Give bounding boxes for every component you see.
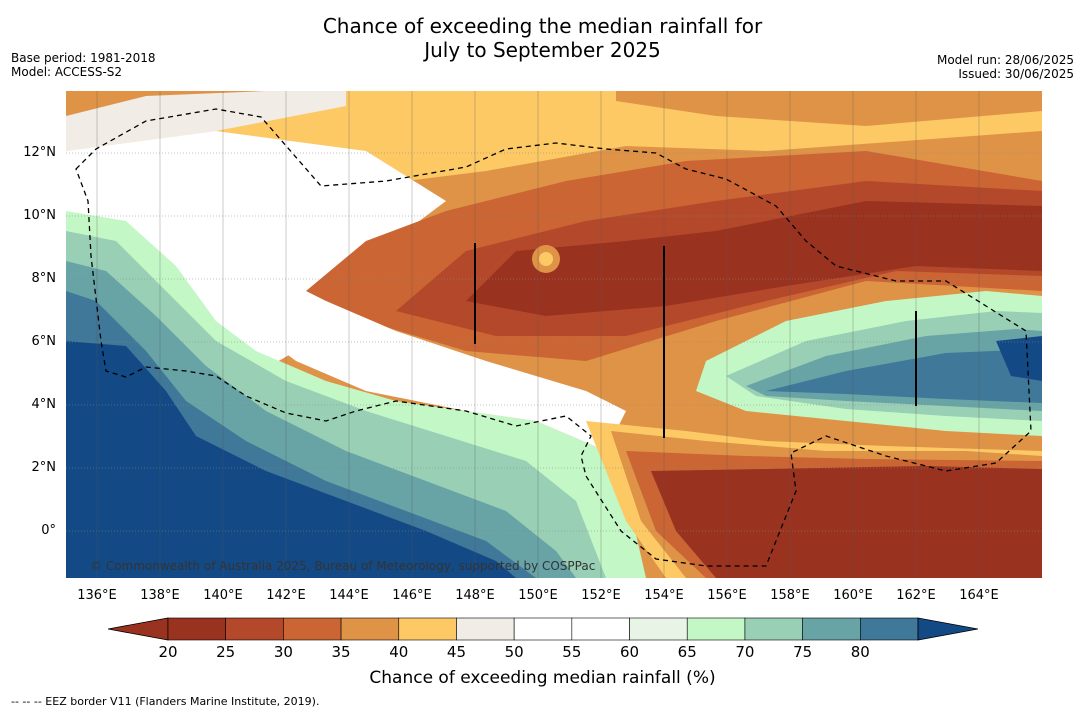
lon-label: 136°E [77, 588, 117, 603]
colorbar-segment [744, 617, 803, 641]
colorbar-tick-label: 45 [446, 643, 466, 661]
base-period: Base period: 1981-2018 [11, 51, 156, 65]
colorbar-segment [571, 617, 630, 641]
rainfall-map [66, 91, 1042, 578]
colorbar-tick-label: 40 [389, 643, 409, 661]
lon-label: 158°E [770, 588, 810, 603]
lon-label: 148°E [455, 588, 495, 603]
colorbar-segment [283, 617, 342, 641]
colorbar-under-arrow [108, 617, 169, 641]
lat-label: 6°N [31, 334, 57, 349]
colorbar-tick-label: 70 [735, 643, 755, 661]
colorbar-tick-label: 35 [331, 643, 351, 661]
issued-date: Issued: 30/06/2025 [958, 67, 1074, 81]
colorbar-tick-label: 75 [793, 643, 813, 661]
copyright-notice: © Commonwealth of Australia 2025, Bureau… [90, 559, 596, 573]
title-line-1: Chance of exceeding the median rainfall … [322, 14, 763, 38]
colorbar-tick-label: 20 [158, 643, 178, 661]
lon-label: 140°E [203, 588, 243, 603]
colorbar-segment [225, 617, 284, 641]
colorbar-segment [629, 617, 688, 641]
colorbar-segment [860, 617, 919, 641]
lon-label: 154°E [644, 588, 684, 603]
colorbar-tick-label: 65 [677, 643, 697, 661]
model-run: Model run: 28/06/2025 [936, 53, 1074, 67]
colorbar-segment [456, 617, 515, 641]
eez-footnote: -- -- -- EEZ border V11 (Flanders Marine… [11, 695, 320, 708]
map-svg [66, 91, 1042, 578]
title-line-2: July to September 2025 [424, 38, 661, 62]
colorbar-tick-label: 25 [216, 643, 236, 661]
meta-left: Base period: 1981-2018 Model: ACCESS-S2 [11, 51, 156, 79]
lon-label: 138°E [140, 588, 180, 603]
lat-label: 10°N [23, 208, 56, 223]
lon-label: 150°E [518, 588, 558, 603]
lon-label: 146°E [392, 588, 432, 603]
colorbar-tick-label: 30 [273, 643, 293, 661]
map-title: Chance of exceeding the median rainfall … [0, 14, 1085, 62]
meta-right: Model run: 28/06/2025 Issued: 30/06/2025 [937, 53, 1074, 81]
colorbar [108, 617, 978, 641]
colorbar-segment [398, 617, 457, 641]
lon-label: 142°E [266, 588, 306, 603]
colorbar-tick-label: 60 [619, 643, 640, 661]
colorbar-tick-label: 50 [504, 643, 524, 661]
colorbar-segment [513, 617, 573, 641]
lat-label: 12°N [23, 145, 56, 160]
colorbar-segment [802, 617, 861, 641]
colorbar-tick-label: 80 [850, 643, 870, 661]
lon-label: 156°E [707, 588, 747, 603]
colorbar-title: Chance of exceeding median rainfall (%) [369, 668, 716, 688]
lon-label: 164°E [959, 588, 999, 603]
colorbar-over-arrow [917, 617, 978, 641]
lon-label: 160°E [833, 588, 873, 603]
colorbar-segment [686, 617, 746, 641]
lat-label: 8°N [31, 271, 57, 286]
lon-label: 144°E [329, 588, 369, 603]
lat-label: 0° [41, 523, 56, 538]
lon-label: 152°E [581, 588, 621, 603]
colorbar-segment [340, 617, 400, 641]
colorbar-segment [167, 617, 226, 641]
lon-label: 162°E [896, 588, 936, 603]
colorbar-tick-label: 55 [562, 643, 582, 661]
lat-label: 2°N [31, 460, 57, 475]
lat-label: 4°N [31, 397, 57, 412]
model-name: Model: ACCESS-S2 [11, 65, 123, 79]
